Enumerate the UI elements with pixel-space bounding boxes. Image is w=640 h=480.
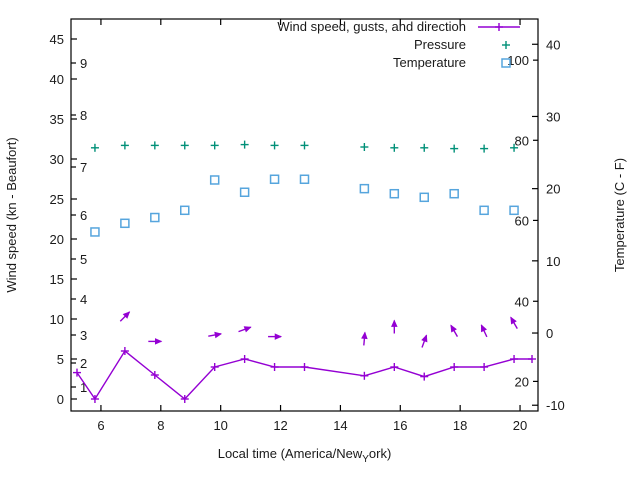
y-tick-label: 25 bbox=[50, 192, 64, 207]
temperature-marker bbox=[359, 183, 370, 194]
temperature-marker bbox=[269, 174, 280, 185]
axis-labels: Wind speed (kn - Beaufort) Temperature (C… bbox=[4, 137, 627, 465]
beaufort-scale: 1 2 3 4 5 6 7 8 9 bbox=[71, 56, 87, 395]
y2-tick-label: 10 bbox=[546, 254, 560, 269]
x-tick-label: 6 bbox=[97, 418, 104, 433]
temperature-marker bbox=[509, 205, 519, 216]
x-tick-label: 10 bbox=[213, 418, 227, 433]
beaufort-tick-label: 6 bbox=[80, 208, 87, 223]
wind-direction-arrowhead bbox=[391, 319, 398, 327]
wind-direction-arrowhead bbox=[510, 316, 517, 325]
x-axis-label: Local time (America/NewYork) bbox=[218, 446, 392, 465]
y-tick-label: 10 bbox=[50, 312, 64, 327]
y2-axis-ticks: -10 0 10 20 30 40 bbox=[532, 37, 565, 413]
temperature-marker bbox=[239, 187, 250, 198]
legend-label-0: Wind speed, gusts, and direction bbox=[277, 19, 466, 34]
x-axis-label-sub: Y bbox=[362, 454, 369, 465]
beaufort-tick-label: 8 bbox=[80, 108, 87, 123]
y-axis-ticks: 0 5 10 15 20 25 30 35 40 45 bbox=[50, 32, 77, 407]
wind-direction-arrowhead bbox=[274, 333, 283, 340]
legend-marker bbox=[501, 58, 511, 68]
temperature-marker bbox=[90, 227, 100, 237]
series-wind-direction bbox=[119, 311, 518, 348]
beaufort-tick-label: 4 bbox=[80, 292, 87, 307]
y2-tick-label: 20 bbox=[546, 182, 560, 197]
temperature-marker bbox=[419, 192, 429, 203]
temperature-marker bbox=[299, 174, 310, 185]
fahrenheit-tick-label: 20 bbox=[515, 374, 529, 389]
y2-tick-label: 30 bbox=[546, 109, 560, 124]
beaufort-tick-label: 5 bbox=[80, 252, 87, 267]
temperature-marker bbox=[389, 188, 400, 199]
beaufort-tick-label: 2 bbox=[80, 356, 87, 371]
beaufort-tick-label: 9 bbox=[80, 56, 87, 71]
wind-direction-arrowhead bbox=[480, 324, 488, 333]
fahrenheit-tick-label: 100 bbox=[507, 53, 529, 68]
wind-direction-arrowhead bbox=[122, 311, 131, 319]
series-temperature bbox=[90, 174, 519, 237]
x-axis-label-pre: Local time (America/New bbox=[218, 446, 363, 461]
y2-tick-label: -10 bbox=[546, 398, 565, 413]
y-tick-label: 15 bbox=[50, 272, 64, 287]
y-tick-label: 0 bbox=[57, 392, 64, 407]
y-tick-label: 35 bbox=[50, 112, 64, 127]
series-pressure bbox=[90, 140, 519, 153]
chart-legend: Wind speed, gusts, and direction Pressure… bbox=[277, 19, 520, 70]
temperature-marker bbox=[449, 188, 459, 199]
y-tick-label: 20 bbox=[50, 232, 64, 247]
wind-direction-arrowhead bbox=[243, 326, 252, 333]
temperature-marker bbox=[150, 212, 160, 223]
temperature-marker bbox=[209, 175, 220, 185]
legend-label-1: Pressure bbox=[414, 37, 466, 52]
wind-direction-arrowhead bbox=[450, 324, 457, 333]
x-tick-label: 12 bbox=[273, 418, 287, 433]
x-axis-label-post: ork) bbox=[369, 446, 391, 461]
wind-direction-arrowhead bbox=[361, 331, 368, 340]
fahrenheit-tick-label: 80 bbox=[515, 133, 529, 148]
wind-direction-arrowhead bbox=[154, 338, 163, 345]
series-wind-speed bbox=[72, 347, 537, 403]
y2-tick-label: 40 bbox=[546, 37, 560, 52]
x-tick-label: 20 bbox=[513, 418, 527, 433]
x-tick-label: 18 bbox=[453, 418, 467, 433]
beaufort-tick-label: 7 bbox=[80, 160, 87, 175]
y-tick-label: 45 bbox=[50, 32, 64, 47]
fahrenheit-scale: 20 40 60 80 100 bbox=[507, 53, 538, 389]
y-tick-label: 40 bbox=[50, 72, 64, 87]
beaufort-tick-label: 1 bbox=[80, 380, 87, 395]
wind-direction-arrowhead bbox=[214, 331, 223, 339]
x-axis-ticks: 6 8 10 12 14 16 18 20 bbox=[97, 19, 527, 433]
x-tick-label: 14 bbox=[333, 418, 347, 433]
temperature-marker bbox=[120, 218, 130, 229]
y-tick-label: 30 bbox=[50, 152, 64, 167]
y-tick-label: 5 bbox=[57, 352, 64, 367]
legend-label-2: Temperature bbox=[393, 55, 466, 70]
y2-tick-label: 0 bbox=[546, 326, 553, 341]
fahrenheit-tick-label: 40 bbox=[515, 294, 529, 309]
wind-speed-line bbox=[76, 349, 533, 401]
temperature-marker bbox=[180, 205, 190, 216]
temperature-marker bbox=[479, 205, 489, 216]
beaufort-tick-label: 3 bbox=[80, 328, 87, 343]
y2-axis-label: Temperature (C - F) bbox=[612, 158, 627, 272]
x-tick-label: 8 bbox=[157, 418, 164, 433]
x-tick-label: 16 bbox=[393, 418, 407, 433]
fahrenheit-tick-label: 60 bbox=[515, 213, 529, 228]
y-axis-label: Wind speed (kn - Beaufort) bbox=[4, 137, 19, 292]
wind-direction-arrowhead bbox=[421, 334, 428, 343]
